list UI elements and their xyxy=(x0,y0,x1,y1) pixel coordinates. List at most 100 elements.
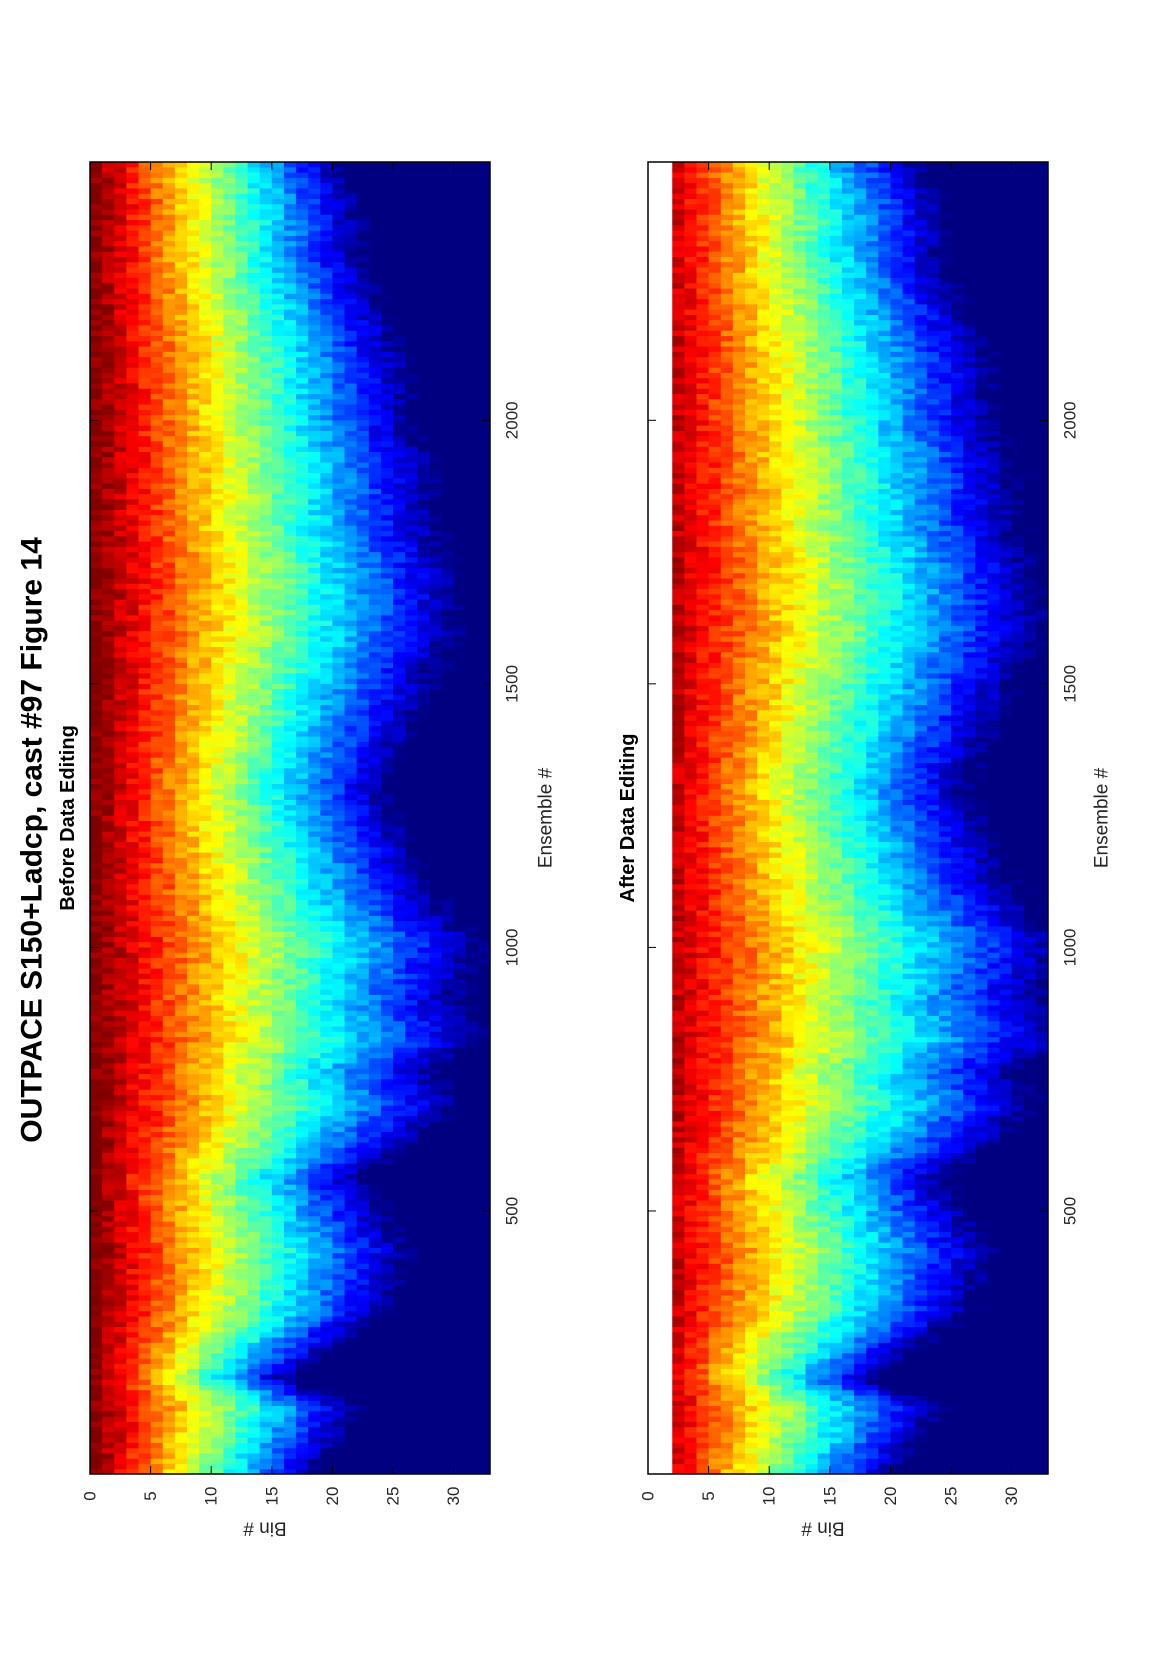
heatmap-cell xyxy=(380,1379,394,1385)
heatmap-cell xyxy=(223,1152,237,1159)
heatmap-cell xyxy=(102,852,115,858)
heatmap-cell xyxy=(465,1199,479,1206)
heatmap-cell xyxy=(138,1431,152,1438)
heatmap-cell xyxy=(308,1468,321,1474)
heatmap-cell xyxy=(223,862,237,869)
heatmap-cell xyxy=(453,1468,467,1474)
heatmap-cell xyxy=(453,1368,467,1375)
heatmap-cell xyxy=(368,1194,382,1201)
heatmap-cell xyxy=(453,830,467,837)
heatmap-cell xyxy=(90,1242,103,1248)
heatmap-cell xyxy=(138,1394,152,1401)
heatmap-cell xyxy=(114,1199,127,1206)
heatmap-cell xyxy=(453,899,467,906)
heatmap-cell xyxy=(186,1326,200,1333)
heatmap-cell xyxy=(247,1347,261,1354)
heatmap-cell xyxy=(138,1073,152,1080)
heatmap-cell xyxy=(174,1173,188,1180)
heatmap-cell xyxy=(90,1257,103,1264)
heatmap-cell xyxy=(150,1263,164,1270)
heatmap-cell xyxy=(453,941,467,948)
heatmap-cell xyxy=(453,1379,467,1385)
heatmap-cell xyxy=(138,1136,152,1143)
heatmap-cell xyxy=(186,1010,200,1016)
heatmap-cell xyxy=(393,1384,406,1391)
heatmap-cell xyxy=(199,1352,212,1359)
heatmap-cell xyxy=(296,804,309,811)
heatmap-cell xyxy=(368,1236,382,1243)
heatmap-cell xyxy=(271,693,285,700)
heatmap-cell xyxy=(162,730,176,737)
heatmap-cell xyxy=(90,772,103,779)
heatmap-cell xyxy=(126,1105,140,1111)
heatmap-cell xyxy=(138,1421,152,1428)
heatmap-cell xyxy=(186,1136,200,1143)
heatmap-cell xyxy=(259,1463,273,1470)
heatmap-cell xyxy=(114,1400,127,1407)
heatmap-cell xyxy=(126,820,140,827)
heatmap-cell xyxy=(102,1094,115,1101)
heatmap-cell xyxy=(320,1047,334,1053)
heatmap-cell xyxy=(477,1110,490,1117)
heatmap-cell xyxy=(332,1099,346,1106)
heatmap-cell xyxy=(150,1062,164,1069)
heatmap-cell xyxy=(356,1416,370,1422)
heatmap-cell xyxy=(465,909,479,916)
heatmap-cell xyxy=(344,1278,358,1285)
heatmap-cell xyxy=(417,962,430,969)
heatmap-cell xyxy=(332,1157,346,1164)
heatmap-cell xyxy=(380,730,394,737)
heatmap-cell xyxy=(380,815,394,821)
heatmap-cell xyxy=(138,820,152,827)
heatmap-cell xyxy=(247,762,261,769)
heatmap-cell xyxy=(271,714,285,721)
heatmap-cell xyxy=(308,920,321,927)
heatmap-cell xyxy=(465,989,479,995)
heatmap-cell xyxy=(368,967,382,974)
heatmap-cell xyxy=(320,709,334,716)
heatmap-cell xyxy=(199,1052,212,1059)
heatmap-cell xyxy=(247,904,261,911)
heatmap-cell xyxy=(150,772,164,779)
heatmap-cell xyxy=(211,899,224,906)
heatmap-cell xyxy=(308,1400,321,1407)
heatmap-cell xyxy=(429,830,443,837)
heatmap-cell xyxy=(223,1083,237,1090)
heatmap-cell xyxy=(429,1358,443,1364)
heatmap-cell xyxy=(162,788,176,795)
heatmap-cell xyxy=(296,778,309,785)
heatmap-cell xyxy=(368,1452,382,1459)
heatmap-cell xyxy=(90,1083,103,1090)
heatmap-cell xyxy=(417,762,430,769)
heatmap-cell xyxy=(283,899,297,906)
heatmap-cell xyxy=(344,1273,358,1280)
heatmap-cell xyxy=(259,751,273,758)
heatmap-cell xyxy=(332,888,346,895)
heatmap-cell xyxy=(150,978,164,985)
heatmap-cell xyxy=(211,714,224,721)
heatmap-cell xyxy=(320,1373,334,1380)
heatmap-cell xyxy=(417,688,430,695)
heatmap-cell xyxy=(453,1210,467,1217)
heatmap-cell xyxy=(368,989,382,995)
heatmap-cell xyxy=(368,1020,382,1027)
heatmap-cell xyxy=(283,867,297,874)
heatmap-cell xyxy=(356,1178,370,1185)
heatmap-cell xyxy=(247,1189,261,1196)
heatmap-cell xyxy=(247,714,261,721)
heatmap-cell xyxy=(223,1010,237,1016)
heatmap-cell xyxy=(223,1147,237,1154)
heatmap-cell xyxy=(477,815,490,821)
heatmap-cell xyxy=(441,1094,455,1101)
heatmap-cell xyxy=(235,1447,249,1454)
heatmap-cell xyxy=(429,883,443,890)
heatmap-cell xyxy=(429,794,443,800)
heatmap-cell xyxy=(453,1004,467,1011)
heatmap-cell xyxy=(199,804,212,811)
heatmap-cell xyxy=(102,931,115,937)
heatmap-cell xyxy=(271,1263,285,1270)
heatmap-cell xyxy=(90,1062,103,1069)
heatmap-cell xyxy=(320,1062,334,1069)
heatmap-cell xyxy=(429,1452,443,1459)
heatmap-cell xyxy=(235,1220,249,1227)
